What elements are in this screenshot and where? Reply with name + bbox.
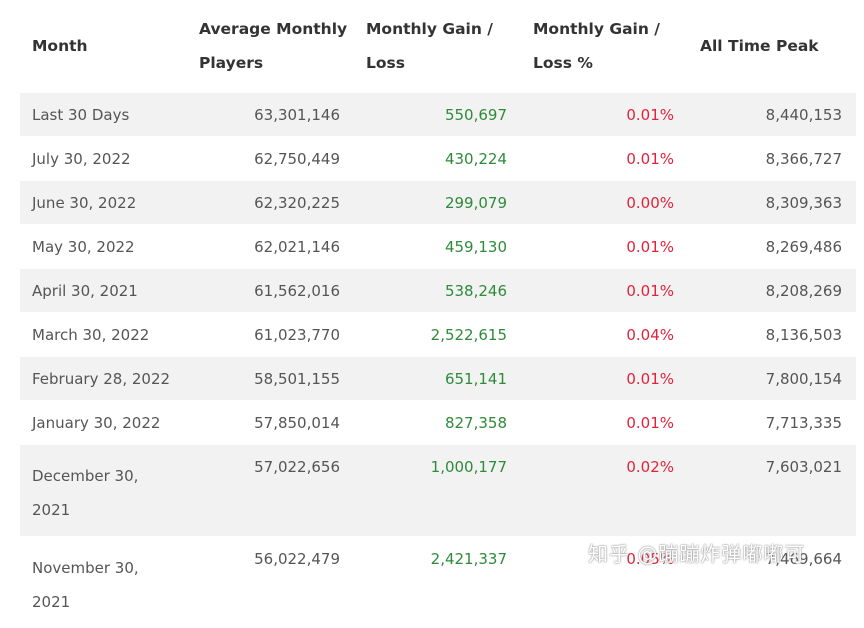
header-peak: All Time Peak (688, 0, 856, 93)
avg-players-cell: 57,022,656 (187, 445, 354, 537)
gain-cell: 651,141 (354, 357, 521, 401)
gain-pct-cell: 0.02% (521, 445, 688, 537)
peak-cell: 8,440,153 (688, 93, 856, 137)
month-cell: Last 30 Days (20, 93, 187, 137)
avg-players-cell: 62,750,449 (187, 137, 354, 181)
peak-cell: 8,269,486 (688, 225, 856, 269)
peak-cell: 8,366,727 (688, 137, 856, 181)
avg-players-cell: 62,320,225 (187, 181, 354, 225)
avg-players-cell: 58,501,155 (187, 357, 354, 401)
gain-cell: 538,246 (354, 269, 521, 313)
header-gain-pct: Monthly Gain /Loss % (521, 0, 688, 93)
gain-pct-cell: 0.04% (521, 313, 688, 357)
month-cell: March 30, 2022 (20, 313, 187, 357)
gain-pct-cell: 0.01% (521, 137, 688, 181)
header-month: Month (20, 0, 187, 93)
month-cell: June 30, 2022 (20, 181, 187, 225)
avg-players-cell: 63,301,146 (187, 93, 354, 137)
gain-pct-cell: 0.01% (521, 93, 688, 137)
month-cell: November 30, 2021 (20, 537, 187, 628)
gain-cell: 550,697 (354, 93, 521, 137)
peak-cell: 7,800,154 (688, 357, 856, 401)
watermark: 知乎 @蹦蹦炸弹嘟嘟可 (588, 538, 805, 567)
gain-pct-cell: 0.01% (521, 401, 688, 445)
gain-cell: 430,224 (354, 137, 521, 181)
month-cell: January 30, 2022 (20, 401, 187, 445)
gain-cell: 2,522,615 (354, 313, 521, 357)
gain-cell: 299,079 (354, 181, 521, 225)
gain-pct-cell: 0.00% (521, 181, 688, 225)
header-gain: Monthly Gain /Loss (354, 0, 521, 93)
peak-cell: 8,136,503 (688, 313, 856, 357)
gain-cell: 1,000,177 (354, 445, 521, 537)
avg-players-cell: 56,022,479 (187, 537, 354, 628)
avg-players-cell: 62,021,146 (187, 225, 354, 269)
gain-pct-cell: 0.01% (521, 225, 688, 269)
gain-pct-cell: 0.01% (521, 357, 688, 401)
peak-cell: 7,713,335 (688, 401, 856, 445)
avg-players-cell: 61,562,016 (187, 269, 354, 313)
month-cell: May 30, 2022 (20, 225, 187, 269)
gain-pct-cell: 0.01% (521, 269, 688, 313)
month-cell: July 30, 2022 (20, 137, 187, 181)
peak-cell: 8,309,363 (688, 181, 856, 225)
month-cell: February 28, 2022 (20, 357, 187, 401)
peak-cell: 8,208,269 (688, 269, 856, 313)
month-cell: April 30, 2021 (20, 269, 187, 313)
month-cell: December 30, 2021 (20, 445, 187, 537)
gain-cell: 459,130 (354, 225, 521, 269)
gain-cell: 2,421,337 (354, 537, 521, 628)
peak-cell: 7,603,021 (688, 445, 856, 537)
avg-players-cell: 61,023,770 (187, 313, 354, 357)
gain-cell: 827,358 (354, 401, 521, 445)
avg-players-cell: 57,850,014 (187, 401, 354, 445)
